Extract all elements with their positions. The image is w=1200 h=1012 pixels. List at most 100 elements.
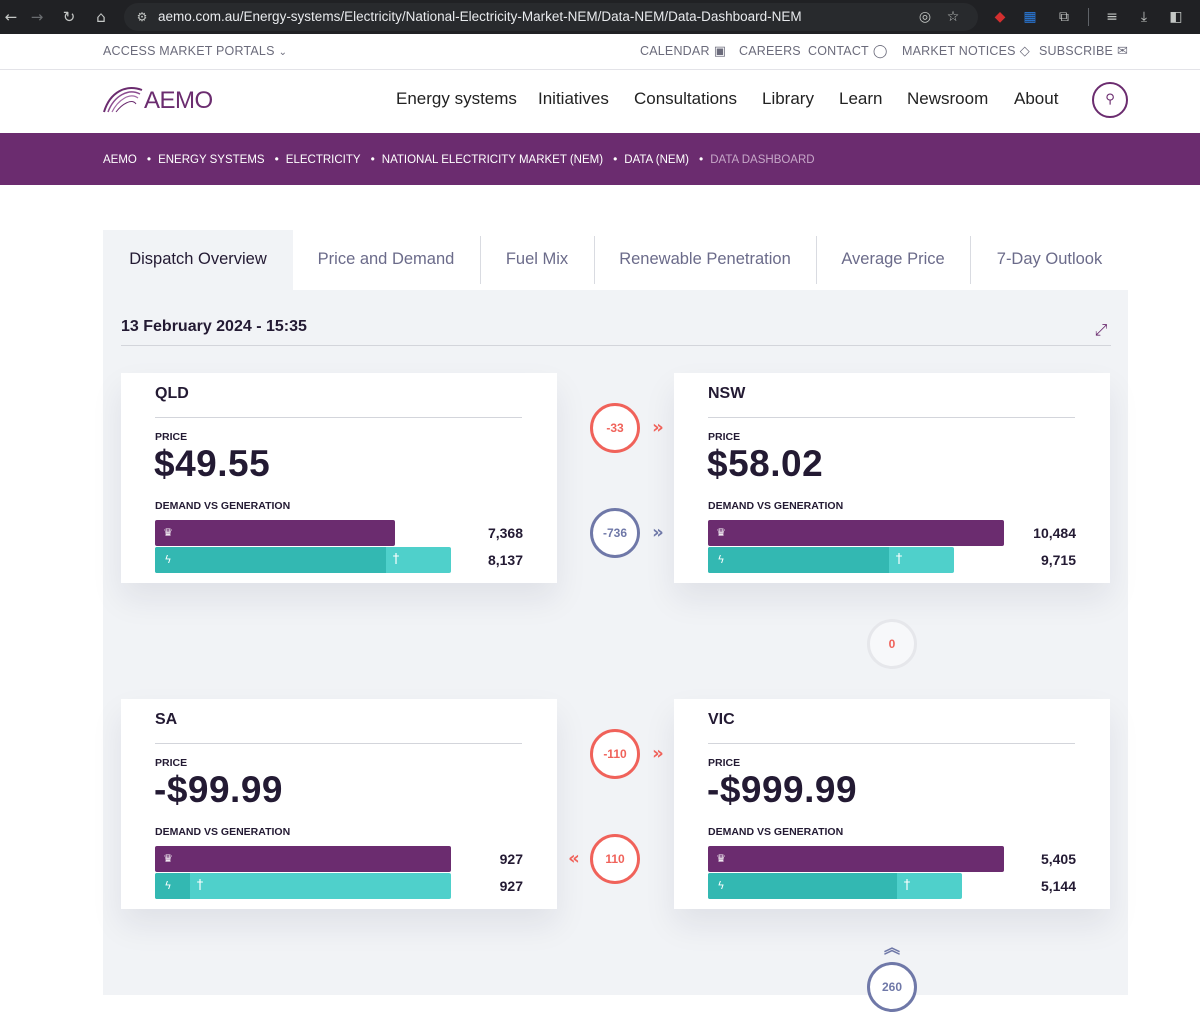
transmission-tower-icon: † — [895, 552, 903, 567]
url-text[interactable]: aemo.com.au/Energy-systems/Electricity/N… — [158, 9, 802, 24]
download-icon[interactable]: ⤓ — [1140, 9, 1148, 25]
menu-learn[interactable]: Learn — [839, 89, 883, 108]
divider — [121, 345, 1111, 346]
demand-vs-generation-label: DEMAND VS GENERATION — [155, 826, 291, 838]
breadcrumb-separator: • — [699, 152, 704, 166]
interconnector-sa-vic-flow[interactable]: -110 — [590, 729, 640, 779]
generation-value: 5,144 — [1040, 878, 1076, 894]
generation-value: 9,715 — [1040, 552, 1076, 568]
generation-bar-fill — [708, 547, 889, 573]
breadcrumb-aemo[interactable]: AEMO — [103, 154, 137, 166]
careers-link[interactable]: CAREERS — [739, 44, 801, 58]
menu-initiatives[interactable]: Initiatives — [538, 89, 609, 108]
bookmark-star-icon[interactable]: ☆ — [946, 9, 960, 25]
calendar-link[interactable]: CALENDAR ▣ — [640, 44, 726, 59]
breadcrumb-separator: • — [146, 152, 152, 166]
chevron-down-icon: ⌄ — [278, 47, 288, 58]
toolbar-separator — [1088, 8, 1089, 26]
tab-dispatch-overview[interactable]: Dispatch Overview — [103, 230, 293, 290]
tab-divider — [480, 236, 481, 284]
contact-link[interactable]: CONTACT ◯ — [808, 44, 888, 59]
tab-price-and-demand[interactable]: Price and Demand — [317, 250, 455, 268]
home-icon[interactable]: ⌂ — [96, 8, 106, 26]
address-bar[interactable]: ⚙ aemo.com.au/Energy-systems/Electricity… — [124, 3, 978, 31]
back-icon[interactable]: ← — [4, 8, 18, 26]
tab-7-day-outlook[interactable]: 7-Day Outlook — [996, 250, 1103, 268]
eye-off-icon[interactable]: ◎ — [918, 9, 932, 25]
breadcrumb-energy-systems[interactable]: ENERGY SYSTEMS — [158, 154, 265, 166]
region-price: $58.02 — [707, 443, 824, 484]
envelope-icon: ✉ — [1117, 44, 1129, 59]
market-notices-label: MARKET NOTICES — [902, 44, 1016, 58]
reading-list-icon[interactable]: ≡ — [1106, 9, 1118, 25]
tab-average-price[interactable]: Average Price — [841, 250, 945, 268]
generation-bar — [155, 873, 451, 899]
extension-red-icon[interactable]: ◆ — [994, 9, 1006, 25]
demand-bar — [708, 520, 1004, 546]
tag-icon: ◇ — [1019, 44, 1030, 59]
reload-icon[interactable]: ↻ — [62, 8, 76, 26]
interconnector-nsw-flow[interactable]: 0 — [867, 619, 917, 669]
generation-bar-fill — [155, 873, 190, 899]
interconnector-qld-nsw-flow-2[interactable]: -736 — [590, 508, 640, 558]
divider — [708, 417, 1075, 418]
region-price: -$999.99 — [707, 769, 858, 810]
breadcrumb-nem[interactable]: NATIONAL ELECTRICITY MARKET (NEM) — [381, 154, 604, 166]
demand-bar — [155, 520, 395, 546]
demand-vs-generation-label: DEMAND VS GENERATION — [708, 500, 844, 512]
contact-label: CONTACT — [808, 44, 869, 58]
demand-value: 5,405 — [1040, 851, 1076, 867]
demand-bar — [155, 846, 451, 872]
region-card-qld[interactable]: QLD PRICE $49.55 DEMAND VS GENERATION ♛ … — [121, 373, 557, 583]
tab-fuel-mix[interactable]: Fuel Mix — [505, 250, 569, 268]
aemo-logo[interactable]: AEMO — [102, 82, 213, 118]
breadcrumb-data-nem[interactable]: DATA (NEM) — [624, 154, 690, 166]
site-info-icon[interactable]: ⚙ — [136, 10, 148, 24]
region-card-vic[interactable]: VIC PRICE -$999.99 DEMAND VS GENERATION … — [674, 699, 1110, 909]
careers-label: CAREERS — [739, 44, 801, 58]
interconnector-vic-tas-flow[interactable]: 260 — [867, 962, 917, 1012]
generation-bar-fill — [708, 873, 897, 899]
breadcrumb-separator: • — [613, 152, 618, 166]
menu-energy-systems[interactable]: Energy systems — [396, 89, 517, 108]
demand-vs-generation-label: DEMAND VS GENERATION — [708, 826, 844, 838]
menu-about[interactable]: About — [1014, 89, 1059, 108]
aemo-swirl-icon — [103, 87, 143, 113]
lightning-icon: ϟ — [164, 879, 172, 892]
calendar-icon: ▣ — [713, 44, 727, 59]
breadcrumb-electricity[interactable]: ELECTRICITY — [285, 154, 361, 166]
region-card-sa[interactable]: SA PRICE -$99.99 DEMAND VS GENERATION ♛ … — [121, 699, 557, 909]
menu-consultations[interactable]: Consultations — [634, 89, 738, 108]
double-chevron-up-icon: ︽ — [883, 938, 900, 957]
market-notices-link[interactable]: MARKET NOTICES ◇ — [902, 44, 1030, 59]
dashboard-tabs: Dispatch Overview Price and Demand Fuel … — [103, 230, 1128, 290]
menu-newsroom[interactable]: Newsroom — [907, 89, 989, 108]
divider — [708, 743, 1075, 744]
extensions-puzzle-icon[interactable]: ⧉ — [1059, 9, 1069, 25]
double-chevron-right-icon: » — [652, 522, 664, 543]
region-price: $49.55 — [154, 443, 271, 484]
utility-bar: ACCESS MARKET PORTALS ⌄ CALENDAR ▣ CAREERS… — [0, 34, 1200, 70]
subscribe-link[interactable]: SUBSCRIBE ✉ — [1039, 44, 1128, 59]
extension-grid-icon[interactable]: ▦ — [1023, 9, 1037, 25]
menu-library[interactable]: Library — [762, 89, 814, 108]
region-price: -$99.99 — [154, 769, 283, 810]
plug-icon: ♛ — [716, 852, 726, 865]
demand-vs-generation-label: DEMAND VS GENERATION — [155, 500, 291, 512]
fullscreen-icon[interactable]: ⤢ — [1094, 320, 1108, 339]
calendar-label: CALENDAR — [640, 44, 710, 58]
interconnector-vic-sa-flow[interactable]: 110 — [590, 834, 640, 884]
tab-renewable-penetration[interactable]: Renewable Penetration — [619, 250, 791, 268]
demand-value: 927 — [499, 851, 523, 867]
market-portals-dropdown[interactable]: ACCESS MARKET PORTALS ⌄ — [103, 44, 287, 58]
tab-divider — [970, 236, 971, 284]
interconnector-qld-nsw-flow[interactable]: -33 — [590, 403, 640, 453]
forward-icon[interactable]: → — [30, 8, 44, 26]
side-panel-icon[interactable]: ◧ — [1169, 9, 1183, 25]
search-button[interactable]: ⚲ — [1092, 82, 1128, 118]
region-card-nsw[interactable]: NSW PRICE $58.02 DEMAND VS GENERATION ♛ … — [674, 373, 1110, 583]
subscribe-label: SUBSCRIBE — [1039, 44, 1114, 58]
plug-icon: ♛ — [716, 526, 726, 539]
lightning-icon: ϟ — [717, 879, 725, 892]
browser-toolbar: ← → ↻ ⌂ ⚙ aemo.com.au/Energy-systems/Ele… — [0, 0, 1200, 34]
